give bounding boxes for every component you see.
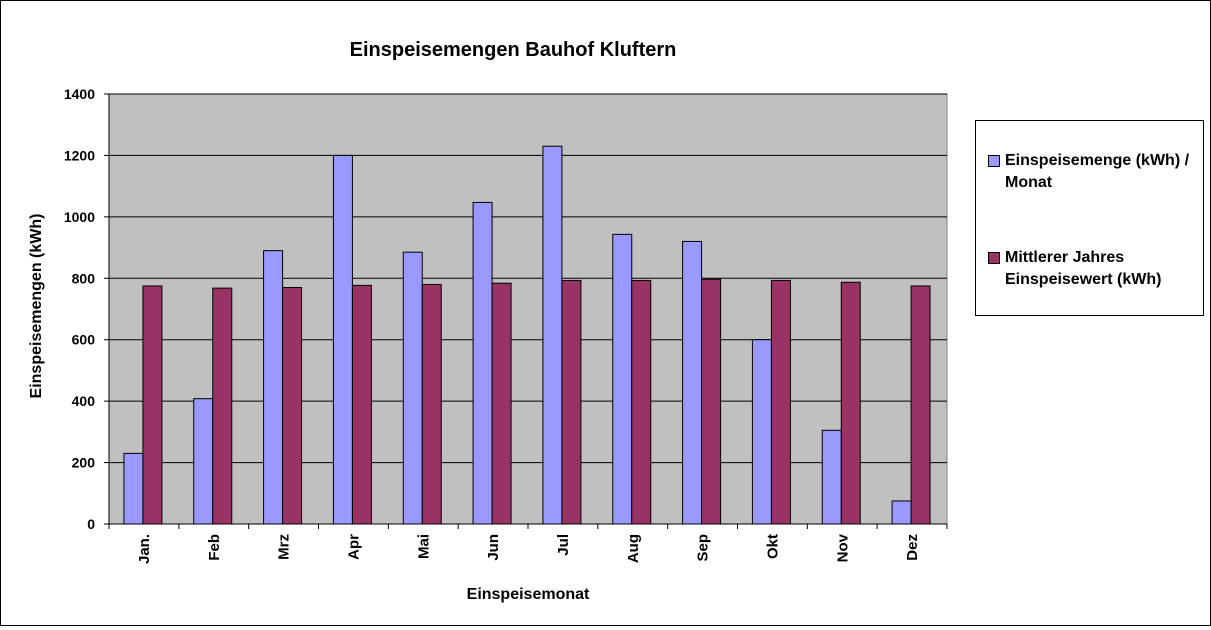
legend-swatch-average bbox=[988, 252, 1000, 264]
bar-monthly bbox=[263, 250, 284, 525]
plot-area bbox=[108, 93, 948, 525]
x-tick-label: Feb bbox=[206, 534, 223, 561]
x-tick-label: Nov bbox=[834, 533, 851, 562]
x-tick-label: Jul bbox=[555, 534, 572, 556]
bar-average bbox=[840, 281, 861, 525]
y-tick-label: 200 bbox=[72, 455, 96, 471]
bar-average bbox=[910, 285, 931, 525]
bar-monthly bbox=[682, 240, 703, 525]
bar-monthly bbox=[612, 233, 633, 525]
bar-average bbox=[770, 279, 791, 525]
bar-average bbox=[701, 278, 722, 525]
legend-label-monthly: Einspeisemenge (kWh) / Monat bbox=[1005, 152, 1190, 191]
bar-monthly bbox=[123, 452, 144, 525]
x-tick-label: Apr bbox=[345, 534, 362, 560]
bars bbox=[123, 145, 931, 525]
bar-average bbox=[491, 282, 512, 525]
chart-title: Einspeisemengen Bauhof Kluftern bbox=[350, 39, 677, 61]
bar-monthly bbox=[751, 339, 772, 525]
y-tick-label: 800 bbox=[72, 270, 96, 286]
bar-monthly bbox=[193, 398, 214, 525]
bar-monthly bbox=[542, 145, 563, 525]
x-tick-label: Sep bbox=[695, 534, 712, 562]
legend-label-average: Mittlerer Jahres Einspeisewert (kWh) bbox=[1005, 249, 1162, 288]
x-tick-label: Jun bbox=[485, 534, 502, 561]
x-tick-label: Aug bbox=[625, 534, 642, 563]
y-tick-label: 400 bbox=[72, 393, 96, 409]
x-tick-label: Mrz bbox=[276, 534, 293, 560]
bar-average bbox=[212, 287, 233, 525]
y-tick-label: 600 bbox=[72, 332, 96, 348]
x-tick-labels: Jan. Feb Mrz Apr Mai Jun Jul Aug Sep Okt Nov Dez bbox=[136, 533, 921, 564]
x-tick-label: Okt bbox=[764, 534, 781, 559]
y-tick-label: 1000 bbox=[64, 209, 95, 225]
bar-monthly bbox=[332, 154, 353, 525]
legend-swatch-monthly bbox=[988, 155, 1000, 167]
bar-average bbox=[421, 283, 442, 525]
y-tick-label: 1400 bbox=[64, 86, 95, 102]
bar-monthly bbox=[472, 201, 493, 525]
bar-monthly bbox=[402, 251, 423, 525]
bar-average bbox=[631, 279, 652, 525]
bar-average bbox=[282, 287, 303, 525]
y-axis-title: Einspeisemengen (kWh) bbox=[28, 214, 45, 399]
bar-monthly bbox=[891, 500, 912, 525]
x-tick-label: Jan. bbox=[136, 534, 153, 564]
x-tick-label: Dez bbox=[904, 534, 921, 561]
bar-average bbox=[142, 285, 163, 525]
bar-monthly bbox=[821, 429, 842, 525]
y-tick-label: 0 bbox=[87, 516, 95, 532]
axes bbox=[104, 93, 948, 529]
legend: Einspeisemenge (kWh) / Monat Mittlerer J… bbox=[975, 120, 1204, 316]
bar-average bbox=[561, 279, 582, 525]
y-tick-label: 1200 bbox=[64, 147, 95, 163]
gridlines bbox=[109, 93, 947, 464]
bar-average bbox=[351, 284, 372, 525]
x-axis-title: Einspeisemonat bbox=[467, 586, 590, 603]
x-tick-label: Mai bbox=[415, 534, 432, 559]
y-tick-labels: 0 200 400 600 800 1000 1200 1400 bbox=[64, 86, 95, 532]
